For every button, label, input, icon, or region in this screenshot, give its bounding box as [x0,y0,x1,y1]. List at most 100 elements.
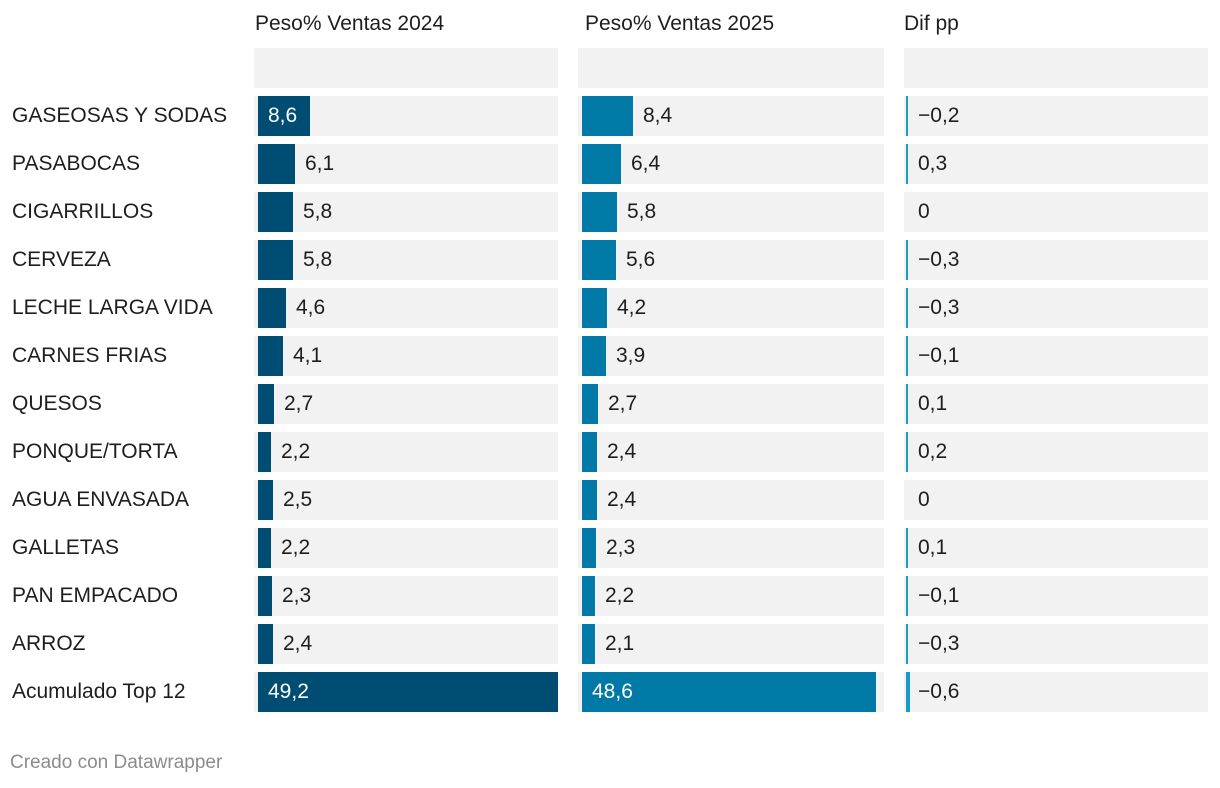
bar-2025 [582,432,597,472]
bar-2025 [582,384,598,424]
bar-2025 [582,96,633,136]
value-label-2025: 5,8 [627,200,657,223]
value-label-2025: 2,1 [605,632,635,655]
cell-bg-2024 [254,432,558,472]
value-label-2024: 4,1 [293,344,323,367]
dif-marker [906,384,908,424]
row-label: CARNES FRIAS [12,344,168,367]
cell-bg-2025 [578,240,884,280]
column-header-dif: Dif pp [904,12,959,35]
value-label-2024: 2,5 [283,488,313,511]
value-label-2025: 8,4 [643,104,673,127]
cell-bg-2024 [254,192,558,232]
value-label-2025: 3,9 [616,344,646,367]
bar-2024 [258,432,271,472]
cell-bg-dif [904,288,1208,328]
value-label-dif: 0 [918,488,930,511]
bar-2024 [258,96,310,136]
cell-bg-2024 [254,384,558,424]
value-label-dif: −0,1 [918,584,960,607]
cell-bg-dif [904,240,1208,280]
bar-2024 [258,192,293,232]
bar-2025 [582,576,595,616]
value-label-dif: 0,1 [918,392,948,415]
cell-bg-2025 [578,624,884,664]
value-label-dif: 0,3 [918,152,948,175]
column-header-2025: Peso% Ventas 2025 [585,12,775,35]
cell-bg-2024 [254,144,558,184]
bar-2024 [258,624,273,664]
cell-bg-2025 [578,384,884,424]
bar-2025 [582,192,617,232]
value-label-dif: −0,2 [918,104,960,127]
value-label-dif: −0,3 [918,632,960,655]
cell-bg-dif [904,96,1208,136]
value-label-2024: 5,8 [303,248,333,271]
cell-bg-dif [904,384,1208,424]
footer-credit: Creado con Datawrapper [10,752,223,773]
value-label-2025: 2,3 [606,536,636,559]
cell-bg-2024 [254,624,558,664]
cell-bg-2024 [254,528,558,568]
bar-2025 [582,288,607,328]
cell-bg-2024 [254,288,558,328]
row-label: ARROZ [12,632,86,655]
bar-2024 [258,144,295,184]
value-label-dif: 0,1 [918,536,948,559]
dif-marker [906,240,908,280]
header-spacer-dif [904,48,1208,88]
value-label-2025: 2,4 [607,488,637,511]
bar-2025 [582,528,596,568]
cell-bg-dif [904,528,1208,568]
value-label-2024: 6,1 [305,152,335,175]
value-label-dif: 0 [918,200,930,223]
bar-2025 [582,480,597,520]
bar-2025 [582,240,616,280]
value-label-2024: 2,2 [281,536,311,559]
bar-2024 [258,336,283,376]
cell-bg-dif [904,624,1208,664]
column-header-2024: Peso% Ventas 2024 [255,12,445,35]
bar-2024 [258,288,286,328]
cell-bg-2025 [578,288,884,328]
value-label-2024: 4,6 [296,296,326,319]
cell-bg-2024 [254,336,558,376]
row-label: AGUA ENVASADA [12,488,190,511]
value-label-2025: 4,2 [617,296,647,319]
dif-marker [906,144,908,184]
cell-bg-2025 [578,576,884,616]
row-label: Acumulado Top 12 [12,680,186,703]
cell-bg-2025 [578,480,884,520]
value-label-2025: 2,7 [608,392,638,415]
bar-2025 [582,624,595,664]
value-label-2025: 48,6 [592,680,633,703]
row-label: PAN EMPACADO [12,584,179,607]
cell-bg-dif [904,144,1208,184]
dif-marker [906,672,910,712]
cell-bg-2025 [578,192,884,232]
value-label-2024: 2,3 [282,584,312,607]
bar-2024 [258,480,273,520]
value-label-2025: 6,4 [631,152,661,175]
bar-2025 [582,672,876,712]
value-label-2024: 49,2 [268,680,309,703]
dif-marker [906,624,908,664]
cell-bg-dif [904,576,1208,616]
cell-bg-dif [904,480,1208,520]
cell-bg-dif [904,672,1208,712]
cell-bg-dif [904,192,1208,232]
cell-bg-2024 [254,240,558,280]
value-label-dif: −0,1 [918,344,960,367]
row-label: CIGARRILLOS [12,200,154,223]
dif-marker [906,528,908,568]
cell-bg-2024 [254,480,558,520]
bar-2024 [258,240,293,280]
value-label-2024: 2,4 [283,632,313,655]
value-label-2024: 5,8 [303,200,333,223]
cell-bg-dif [904,336,1208,376]
row-label: LECHE LARGA VIDA [12,296,213,319]
bar-2024 [258,576,272,616]
bar-2025 [582,144,621,184]
bar-2024 [258,384,274,424]
